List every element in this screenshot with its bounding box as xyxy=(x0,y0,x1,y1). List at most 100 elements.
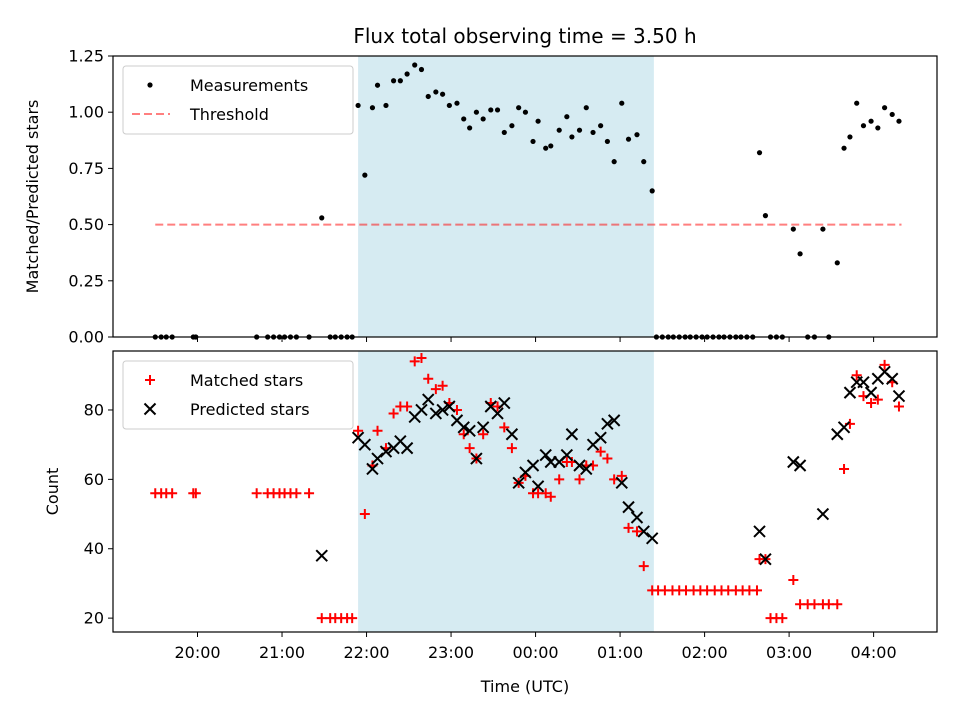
bottom-legend: Matched stars Predicted stars xyxy=(122,360,354,430)
predicted-star-point xyxy=(358,438,372,451)
predicted-star-point xyxy=(379,445,393,458)
predicted-star-point xyxy=(371,452,384,465)
predicted-star-point xyxy=(601,417,614,431)
x-tick-label: 00:00 xyxy=(513,643,559,662)
measurement-point xyxy=(433,89,439,95)
matched-star-point xyxy=(809,599,820,610)
bottom-y-tick-label: 80 xyxy=(84,400,104,419)
bottom-series-predicted-stars xyxy=(315,365,906,566)
predicted-star-point xyxy=(436,403,449,417)
predicted-star-point xyxy=(415,403,428,417)
matched-star-point xyxy=(499,422,510,433)
legend-label: Predicted stars xyxy=(190,400,310,419)
predicted-star-point xyxy=(476,421,490,434)
matched-star-point xyxy=(402,401,413,412)
matched-star-point xyxy=(602,453,613,464)
predicted-star-point xyxy=(463,424,476,437)
x-tick-label: 20:00 xyxy=(174,643,220,662)
legend-label: Matched stars xyxy=(190,371,303,390)
measurement-point xyxy=(374,82,381,88)
top-legend: Measurements Threshold xyxy=(122,65,354,135)
measurement-point xyxy=(820,226,826,232)
predicted-star-point xyxy=(837,421,851,434)
matched-star-point xyxy=(839,463,850,474)
measurement-point xyxy=(404,71,410,77)
matched-star-point xyxy=(777,613,788,624)
predicted-star-point xyxy=(457,421,470,434)
matched-star-point xyxy=(540,488,551,499)
matched-star-point xyxy=(353,425,364,436)
predicted-star-point xyxy=(645,532,659,545)
measurement-point xyxy=(509,123,515,129)
measurement-point xyxy=(854,100,860,106)
matched-star-point xyxy=(788,574,799,585)
measurement-point xyxy=(488,107,494,113)
matched-star-point xyxy=(638,561,649,572)
top-y-axis-label: Matched/Predicted stars xyxy=(23,100,42,294)
matched-star-point xyxy=(574,474,585,485)
matched-star-point xyxy=(251,488,262,499)
matched-star-point xyxy=(372,425,383,436)
predicted-star-point xyxy=(526,459,540,472)
matched-star-point xyxy=(304,488,315,499)
predicted-star-point xyxy=(565,428,579,441)
x-axis-label: Time (UTC) xyxy=(480,677,569,696)
measurement-point xyxy=(362,172,368,178)
measurement-point xyxy=(516,105,522,111)
measurement-point xyxy=(834,260,840,266)
measurement-point xyxy=(790,226,796,232)
predicted-star-point xyxy=(607,414,621,427)
matched-star-point xyxy=(316,613,327,624)
predicted-star-point xyxy=(594,431,607,444)
legend-plus-marker xyxy=(145,375,155,385)
top-y-tick-label: 0.00 xyxy=(68,328,104,347)
figure-title: Flux total observing time = 3.50 h xyxy=(353,24,696,48)
predicted-star-point xyxy=(498,396,511,410)
matched-star-point xyxy=(751,585,762,596)
matched-star-point xyxy=(893,401,904,412)
measurement-point xyxy=(841,145,847,151)
legend-box xyxy=(122,360,354,430)
measurement-point xyxy=(860,123,867,129)
measurement-point xyxy=(355,102,361,109)
measurement-point xyxy=(543,145,549,151)
x-tick-label: 02:00 xyxy=(682,643,728,662)
matched-star-point xyxy=(416,352,427,363)
matched-star-point xyxy=(879,359,890,370)
measurement-point xyxy=(319,215,325,221)
predicted-star-point xyxy=(531,480,545,493)
measurement-point xyxy=(875,125,881,131)
predicted-star-point xyxy=(400,441,414,455)
matched-star-point xyxy=(430,384,441,395)
measurement-point xyxy=(896,118,902,124)
measurement-point xyxy=(494,107,501,113)
x-tick-label: 03:00 xyxy=(766,643,812,662)
measurement-point xyxy=(576,127,583,133)
measurement-point xyxy=(889,111,895,118)
legend-label: Threshold xyxy=(189,105,269,124)
predicted-star-point xyxy=(539,448,552,462)
measurement-point xyxy=(583,105,589,111)
top-y-tick-label: 0.50 xyxy=(68,215,104,234)
matched-star-point xyxy=(866,398,877,409)
measurement-point xyxy=(611,159,617,165)
matched-star-point xyxy=(616,470,627,481)
matched-star-point xyxy=(554,474,565,485)
x-tick-label: 22:00 xyxy=(343,643,389,662)
legend-dot-marker xyxy=(147,82,153,88)
top-observing-span xyxy=(358,56,654,337)
predicted-star-point xyxy=(793,459,807,472)
predicted-star-point xyxy=(366,462,379,476)
measurement-point xyxy=(522,109,529,115)
matched-star-point xyxy=(167,488,178,499)
legend-box xyxy=(122,65,354,135)
bottom-y-tick-label: 20 xyxy=(84,609,104,628)
matched-star-point xyxy=(506,443,517,454)
measurement-point xyxy=(847,134,853,140)
predicted-star-point xyxy=(512,476,525,490)
legend-label: Measurements xyxy=(190,76,308,95)
measurement-point xyxy=(756,150,763,156)
measurement-point xyxy=(412,62,418,68)
measurement-point xyxy=(369,105,376,111)
